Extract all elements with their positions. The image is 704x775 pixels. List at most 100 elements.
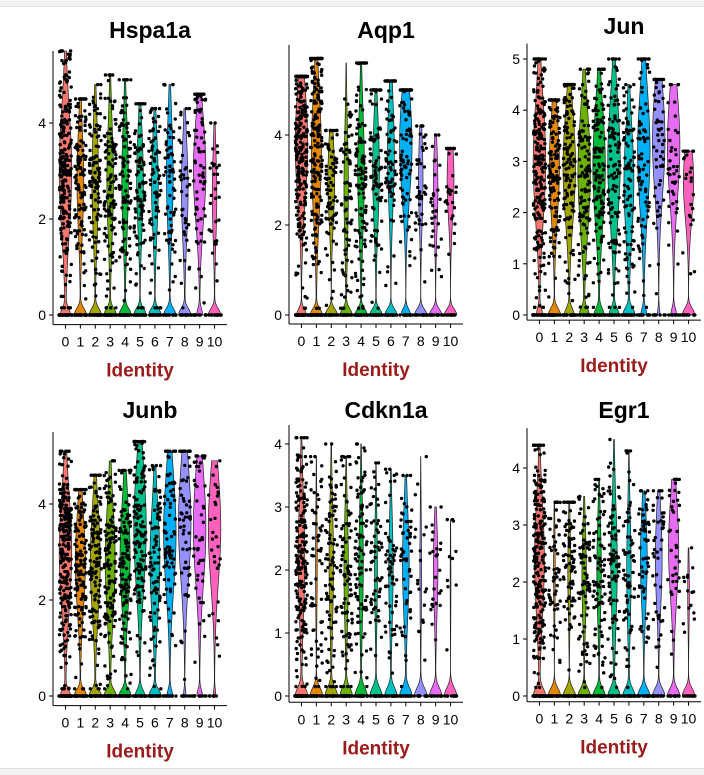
cell-point: [107, 574, 110, 577]
cell-point: [84, 521, 87, 524]
cell-point: [118, 221, 121, 224]
cell-point: [331, 290, 334, 293]
cell-point: [135, 243, 138, 246]
cell-point: [114, 591, 117, 594]
cell-point: [93, 241, 96, 244]
cell-point: [129, 78, 132, 81]
cell-point: [402, 196, 405, 199]
cell-point: [103, 635, 106, 638]
cell-point: [640, 90, 643, 93]
cell-point: [302, 211, 305, 214]
cell-point: [594, 172, 597, 175]
x-tick-label: 9: [196, 334, 204, 350]
cell-point: [125, 253, 128, 256]
cell-point: [80, 506, 83, 509]
cell-point: [592, 185, 595, 188]
cell-point: [91, 99, 94, 102]
cell-point: [162, 83, 165, 86]
x-tick-label: 0: [536, 329, 544, 345]
cell-point: [114, 473, 117, 476]
cell-point: [646, 63, 649, 66]
cell-point: [84, 550, 87, 553]
cell-point: [202, 207, 205, 210]
cell-point: [69, 595, 72, 598]
cell-point: [183, 233, 186, 236]
cell-point: [386, 185, 389, 188]
cell-point: [90, 183, 93, 186]
cell-point: [114, 177, 117, 180]
cell-point: [95, 144, 98, 147]
cell-point: [638, 170, 641, 173]
cell-point: [611, 293, 614, 296]
cell-point: [64, 242, 67, 245]
cell-point: [410, 88, 413, 91]
cell-point: [61, 265, 64, 268]
cell-point: [65, 173, 68, 176]
cell-point: [676, 262, 679, 265]
cell-point: [218, 164, 221, 167]
cell-point: [563, 114, 566, 117]
cell-point: [80, 250, 83, 253]
cell-point: [621, 121, 624, 124]
cell-point: [557, 228, 560, 231]
cell-point: [607, 198, 610, 201]
cell-point: [304, 119, 307, 122]
cell-point: [693, 270, 696, 273]
violin-shape: [193, 94, 206, 315]
cell-point: [361, 260, 364, 263]
cell-point: [88, 547, 91, 550]
zero-cell-point: [207, 313, 210, 316]
zero-cell-point: [451, 313, 454, 316]
cell-point: [122, 174, 125, 177]
cell-point: [597, 68, 600, 71]
x-tick-label: 0: [62, 715, 70, 731]
cell-point: [359, 61, 362, 64]
y-tick-label: 0: [512, 307, 520, 323]
cell-point: [113, 612, 116, 615]
cell-point: [304, 261, 307, 264]
cell-point: [408, 264, 411, 267]
cell-point: [557, 98, 560, 101]
cell-point: [112, 625, 115, 628]
cell-point: [434, 133, 437, 136]
cell-point: [384, 166, 387, 169]
cell-point: [121, 614, 124, 617]
cell-point: [586, 99, 589, 102]
cell-point: [121, 578, 124, 581]
cell-point: [602, 189, 605, 192]
cell-point: [315, 307, 318, 310]
cell-point: [203, 98, 206, 101]
cell-point: [534, 157, 537, 160]
cell-point: [578, 130, 581, 133]
cell-point: [82, 203, 85, 206]
cell-point: [114, 162, 117, 165]
cell-point: [617, 196, 620, 199]
cell-point: [597, 186, 600, 189]
cell-point: [62, 62, 65, 65]
cell-point: [81, 233, 84, 236]
cell-point: [153, 306, 156, 309]
cell-point: [420, 197, 423, 200]
cell-point: [355, 164, 358, 167]
cell-point: [150, 223, 153, 226]
cell-point: [60, 518, 63, 521]
cell-point: [602, 258, 605, 261]
cell-point: [301, 75, 304, 78]
cell-point: [361, 108, 364, 111]
cell-point: [126, 131, 129, 134]
cell-point: [69, 567, 72, 570]
cell-point: [94, 491, 97, 494]
cell-point: [644, 200, 647, 203]
zero-cell-point: [188, 313, 191, 316]
cell-point: [534, 163, 537, 166]
cell-point: [156, 206, 159, 209]
cell-point: [168, 165, 171, 168]
cell-point: [393, 79, 396, 82]
cell-point: [62, 200, 65, 203]
cell-point: [376, 229, 379, 232]
cell-point: [356, 289, 359, 292]
cell-point: [106, 287, 109, 290]
cell-point: [592, 120, 595, 123]
cell-point: [84, 297, 87, 300]
cell-point: [69, 274, 72, 277]
